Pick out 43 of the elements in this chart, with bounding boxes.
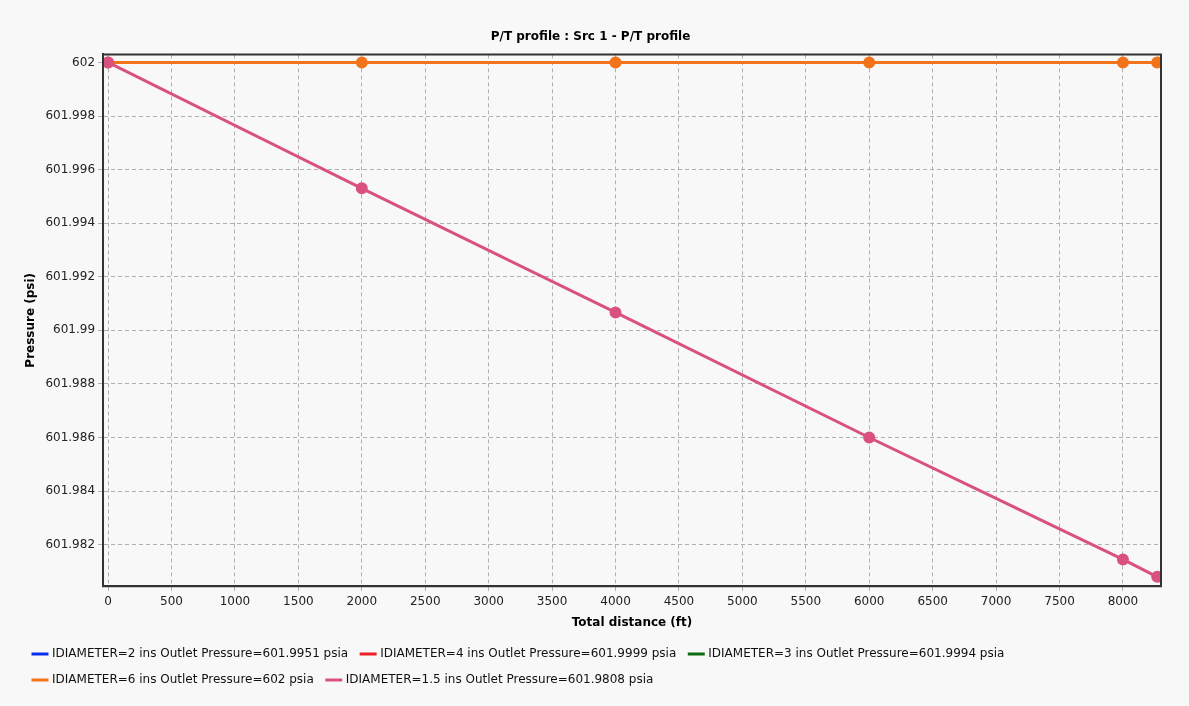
legend-label: IDIAMETER=2 ins Outlet Pressure=601.9951 psia <box>52 646 349 661</box>
point <box>1116 56 1129 69</box>
x-tick-label: 1000 <box>219 593 251 608</box>
x-tick-label: 5000 <box>727 593 758 608</box>
y-tick-label: 601.982 <box>45 536 96 551</box>
x-tick-label: 6500 <box>917 593 948 608</box>
legend-label: IDIAMETER=1.5 ins Outlet Pressure=601.9808 psia <box>345 672 654 687</box>
x-tick-label: 6000 <box>853 593 885 608</box>
y-tick-label: 601.998 <box>45 108 96 123</box>
point <box>1116 553 1129 566</box>
x-tick-label: 1500 <box>283 593 314 608</box>
x-tick-label: 5500 <box>790 593 822 608</box>
x-tick-label: 2500 <box>409 593 441 608</box>
point <box>355 182 368 195</box>
y-tick-label: 601.988 <box>45 376 96 391</box>
point <box>863 56 876 69</box>
x-tick-label: 3500 <box>536 593 568 608</box>
x-tick-label: 2000 <box>346 593 378 608</box>
chart-title: P/T profile : Src 1 - P/T profile <box>490 29 691 44</box>
y-tick-label: 601.996 <box>45 161 96 176</box>
legend-label: IDIAMETER=4 ins Outlet Pressure=601.9999 psia <box>380 646 677 661</box>
point <box>609 56 622 69</box>
point <box>355 56 368 69</box>
x-tick-label: 0 <box>104 593 112 608</box>
y-tick-label: 601.99 <box>53 322 96 337</box>
x-axis-title: Total distance (ft) <box>571 614 693 629</box>
y-tick-label: 601.992 <box>45 268 96 283</box>
y-tick-label: 601.994 <box>45 215 96 230</box>
x-tick-label: 8000 <box>1107 593 1139 608</box>
y-tick-label: 601.986 <box>45 429 96 444</box>
x-tick-label: 3000 <box>473 593 504 608</box>
legend-label: IDIAMETER=6 ins Outlet Pressure=602 psia <box>52 672 314 687</box>
point <box>609 306 622 319</box>
y-axis-title: Pressure (psi) <box>23 272 38 368</box>
x-tick-label: 4000 <box>600 593 631 608</box>
x-tick-label: 4500 <box>663 593 695 608</box>
legend-label: IDIAMETER=3 ins Outlet Pressure=601.9994 psia <box>708 646 1005 661</box>
y-tick-label: 601.984 <box>45 483 96 498</box>
x-tick-label: 7000 <box>980 593 1012 608</box>
point <box>863 431 876 444</box>
y-tick-label: 602 <box>72 54 96 69</box>
x-tick-label: 500 <box>160 593 183 608</box>
x-tick-label: 7500 <box>1044 593 1075 608</box>
